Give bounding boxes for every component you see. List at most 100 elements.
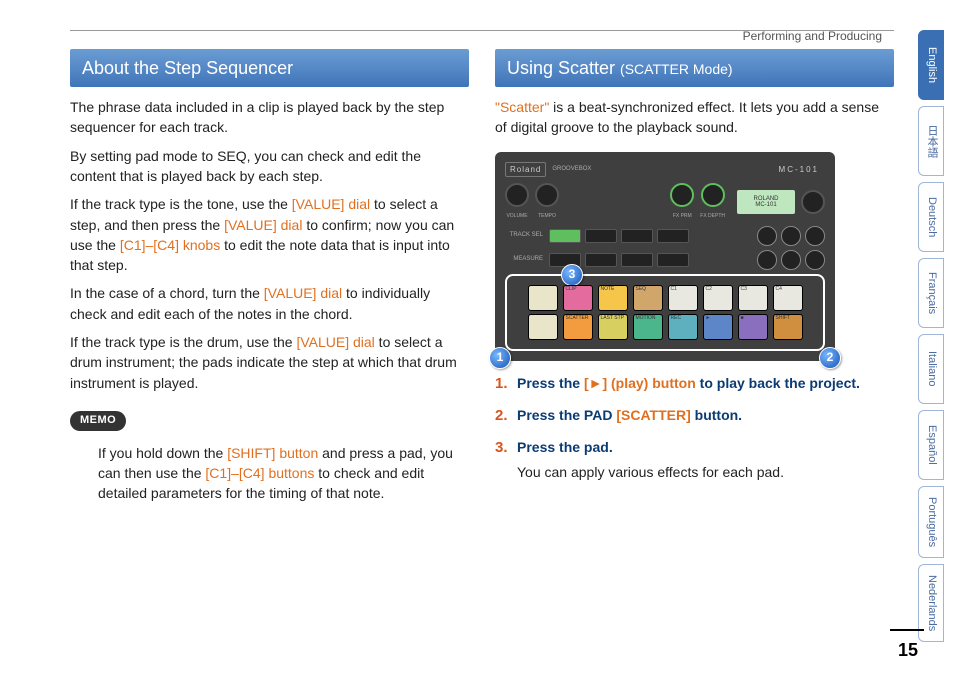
pad: ■ [738,314,768,340]
pad: NOTE [598,285,628,311]
fx-prm-knob [670,183,694,207]
measure-row: MEASURE [505,250,825,270]
pad-row: SCATTERLAST STP MOTION REC ► ■ SHIFT [513,314,817,340]
pad-label: C1 [671,287,677,292]
steps-list: 1. Press the [►] (play) button to play b… [495,373,894,482]
scatter-term: "Scatter" [495,99,549,115]
para: The phrase data included in a clip is pl… [70,97,469,138]
breadcrumb: Performing and Producing [743,28,882,45]
memo-badge: MEMO [70,411,126,431]
step-item: 1. Press the [►] (play) button to play b… [495,373,894,393]
pad-label: NOTE [601,287,615,292]
text: If the track type is the drum, use the [70,334,296,350]
track-label: TRACK SEL [505,231,545,240]
callout-1: 1 [489,347,511,369]
device-frame: Roland GROOVEBOX MC-101 VOLUME TEMPO FX … [495,152,835,361]
lang-tab-español[interactable]: Español [918,410,944,480]
knob-label: VOLUME [505,213,529,220]
callout-3: 3 [561,264,583,286]
value-dial-ref: [VALUE] dial [292,196,370,212]
step-head: Press the [►] (play) button to play back… [517,375,860,391]
step-item: 2. Press the PAD [SCATTER] button. [495,405,894,425]
device-illustration: Roland GROOVEBOX MC-101 VOLUME TEMPO FX … [495,152,835,361]
pad [528,314,558,340]
pad-label: MOTION [636,316,656,321]
memo-body: If you hold down the [SHIFT] button and … [98,443,469,504]
pad [528,285,558,311]
pad: ► [703,314,733,340]
side-btn [805,250,825,270]
knob-label: FX DEPTH [700,213,725,220]
value-dial-ref: [VALUE] dial [296,334,374,350]
pad: C4 [773,285,803,311]
columns: About the Step Sequencer The phrase data… [70,49,894,512]
title-main: Using Scatter [507,58,620,78]
side-btn [781,250,801,270]
pad: MOTION [633,314,663,340]
model-label: MC-101 [779,164,819,176]
pad-label: C2 [706,287,712,292]
text: In the case of a chord, turn the [70,285,264,301]
lang-tab-français[interactable]: Français [918,258,944,328]
text: is a beat-synchronized effect. It lets y… [495,99,879,135]
step-body: You can apply various effects for each p… [517,462,894,482]
callout-2: 2 [819,347,841,369]
pad: REC [668,314,698,340]
pad-label: ► [706,316,711,321]
para: In the case of a chord, turn the [VALUE]… [70,283,469,324]
pad-label: ■ [741,316,744,321]
c1c4-knobs-ref: [C1]–[C4] knobs [120,237,220,253]
language-tabs: English 日本語 Deutsch Français Italiano Español… [918,30,944,642]
step-item: 3. Press the pad. You can apply various … [495,437,894,482]
value-dial-ref: [VALUE] dial [224,217,302,233]
para: If the track type is the tone, use the [… [70,194,469,275]
pad: LAST STP [598,314,628,340]
text: Press the [517,375,584,391]
tempo-knob [535,183,559,207]
step-head: Press the PAD [SCATTER] button. [517,407,742,423]
side-btn [757,250,777,270]
step-number: 2. [495,405,508,427]
text: Press the PAD [517,407,616,423]
side-btn [805,226,825,246]
step-number: 3. [495,437,508,459]
value-dial-ref: [VALUE] dial [264,285,342,301]
lang-tab-日本語[interactable]: 日本語 [918,106,944,176]
lang-tab-deutsch[interactable]: Deutsch [918,182,944,252]
text: button. [691,407,742,423]
pad-row: CLIPNOTESEQC1C2C3C4 [513,285,817,311]
text: If you hold down the [98,445,227,461]
lcd-line: MC-101 [755,202,776,208]
section-title-scatter: Using Scatter (SCATTER Mode) [495,49,894,87]
step-head: Press the pad. [517,439,613,455]
play-button-ref: [►] (play) button [584,375,696,391]
lcd-screen: ROLAND MC-101 [737,190,795,214]
knob-label: TEMPO [535,213,559,220]
para: By setting pad mode to SEQ, you can chec… [70,146,469,187]
lang-tab-italiano[interactable]: Italiano [918,334,944,404]
text: If the track type is the tone, use the [70,196,292,212]
col-right: Using Scatter (SCATTER Mode) "Scatter" i… [495,49,894,512]
lang-tab-português[interactable]: Português [918,486,944,558]
track-btn [549,229,581,243]
para: "Scatter" is a beat-synchronized effect.… [495,97,894,138]
track-sel-row: TRACK SEL [505,226,825,246]
fx-depth-knob [701,183,725,207]
page: Performing and Producing About the Step … [0,0,954,677]
pad-label: C3 [741,287,747,292]
side-btn [781,226,801,246]
page-number: 15 [898,637,918,663]
subbrand-label: GROOVEBOX [552,165,591,174]
pad: SHIFT [773,314,803,340]
pad: SCATTER [563,314,593,340]
device-top-row: Roland GROOVEBOX MC-101 [505,162,825,178]
para: If the track type is the drum, use the [… [70,332,469,393]
pad: C1 [668,285,698,311]
c1c4-buttons-ref: [C1]–[C4] buttons [205,465,314,481]
text: to play back the project. [696,375,860,391]
lang-tab-english[interactable]: English [918,30,944,100]
knob-row: VOLUME TEMPO FX PRM FX DEPTH ROLAND MC-1… [505,183,825,220]
pad: SEQ [633,285,663,311]
side-btn [757,226,777,246]
value-knob [801,190,825,214]
